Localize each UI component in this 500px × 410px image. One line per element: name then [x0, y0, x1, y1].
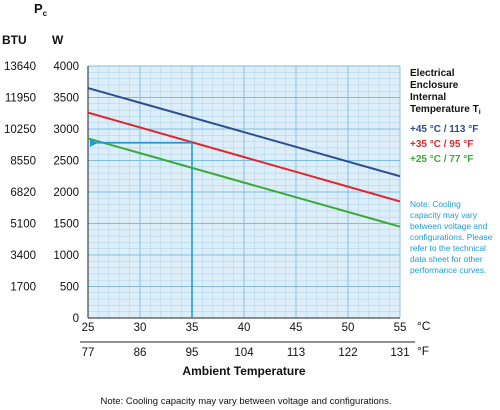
y-tick-label-btu: 3400	[10, 250, 36, 262]
y-tick-label-watt: 3000	[53, 124, 79, 136]
y-tick-label-watt: 2500	[53, 156, 79, 168]
y-tick-label-btu: 8550	[10, 156, 36, 168]
x-tick-label-celsius: 25	[82, 322, 95, 334]
legend: Electrical Enclosure Internal Temperatur…	[410, 68, 481, 165]
footnote: Note: Cooling capacity may vary between …	[101, 396, 392, 407]
y-tick-label-watt: 1500	[53, 219, 79, 231]
y-tick-label-watt: 1000	[53, 250, 79, 262]
x-tick-label-celsius: 45	[290, 322, 303, 334]
x-unit-fahrenheit: °F	[417, 344, 429, 358]
legend-title-line-3: Internal	[410, 92, 446, 103]
series-line-1	[87, 111, 401, 203]
watt-axis-header: W	[52, 33, 64, 47]
y-tick-label-btu: 5100	[10, 219, 36, 231]
side-note-line-6: data sheet for other	[410, 254, 483, 264]
y-tick-label-watt: 0	[73, 313, 79, 325]
x-tick-label-fahrenheit: 131	[390, 347, 409, 359]
y-tick-label-btu: 10250	[4, 124, 36, 136]
side-note-line-3: between voltage and	[410, 221, 488, 231]
y-axis-title: Pc	[34, 1, 48, 18]
y-tick-label-btu: 1700	[10, 282, 36, 294]
x-tick-label-celsius: 55	[394, 322, 407, 334]
y-ticks-btu: 1700 3400 5100 6820 8550 10250 11950 13640	[4, 61, 36, 294]
side-note: Note: Cooling capacity may vary between …	[410, 199, 493, 275]
side-note-line-7: performance curves.	[410, 265, 486, 275]
x-ticks-fahrenheit: 77 86 95 104 113 122 131	[82, 347, 410, 359]
x-unit-celsius: °C	[417, 319, 431, 333]
x-tick-label-fahrenheit: 95	[186, 347, 199, 359]
side-note-line-4: configurations. Please	[410, 232, 493, 242]
btu-axis-header: BTU	[2, 33, 27, 47]
x-tick-label-celsius: 40	[238, 322, 251, 334]
side-note-line-5: refer to the technical	[410, 243, 486, 253]
legend-title-line-1: Electrical	[410, 68, 455, 79]
y-tick-label-btu: 13640	[4, 61, 36, 73]
legend-entry-35c: +35 °C / 95 °F	[410, 139, 473, 150]
series-lines	[87, 87, 401, 228]
y-tick-label-watt: 4000	[53, 61, 79, 73]
legend-title-line-2: Enclosure	[410, 80, 459, 91]
side-note-line-1: Note: Cooling	[410, 199, 461, 209]
x-tick-label-fahrenheit: 77	[82, 347, 95, 359]
series-line-2	[87, 137, 401, 228]
legend-entry-45c: +45 °C / 113 °F	[410, 124, 478, 135]
x-axis-title: Ambient Temperature	[182, 364, 305, 378]
x-tick-label-celsius: 35	[186, 322, 199, 334]
x-tick-label-celsius: 50	[342, 322, 355, 334]
y-tick-label-btu: 6820	[10, 187, 36, 199]
x-tick-label-fahrenheit: 122	[338, 347, 357, 359]
y-tick-label-watt: 500	[60, 282, 79, 294]
x-tick-label-fahrenheit: 86	[134, 347, 147, 359]
series-line-0	[87, 87, 401, 178]
legend-title-line-4: Temperature Ti	[410, 104, 481, 116]
x-tick-label-fahrenheit: 104	[234, 347, 254, 359]
x-tick-label-fahrenheit: 113	[287, 347, 305, 359]
y-tick-label-btu: 11950	[5, 93, 36, 105]
x-ticks-celsius: 25 30 35 40 45 50 55	[82, 322, 407, 334]
y-tick-label-watt: 2000	[53, 187, 79, 199]
y-tick-label-watt: 3500	[53, 93, 79, 105]
legend-entry-25c: +25 °C / 77 °F	[410, 154, 473, 165]
y-ticks-watt: 0 500 1000 1500 2000 2500 3000 3500 4000	[53, 61, 79, 325]
reading-example	[90, 138, 193, 318]
side-note-line-2: capacity may vary	[410, 210, 478, 220]
x-tick-label-celsius: 30	[134, 322, 147, 334]
